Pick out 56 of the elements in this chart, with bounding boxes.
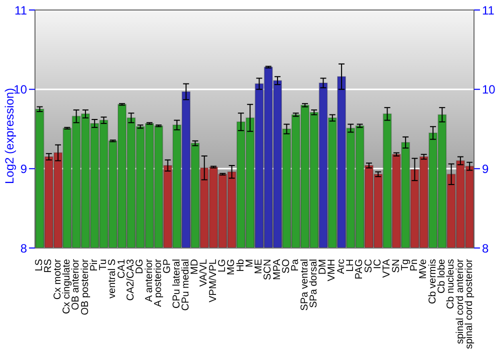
x-tick-label: SCN xyxy=(262,259,274,280)
x-tick-label: LS xyxy=(34,258,46,272)
x-tick-label: Pn xyxy=(409,259,420,272)
x-tick-label: OB posterior xyxy=(80,258,91,316)
y-tick-label: 9 xyxy=(20,162,28,176)
x-tick-label: Hb xyxy=(235,258,246,272)
x-tick-label: SC xyxy=(363,259,374,273)
x-tick-label: DM xyxy=(318,259,329,275)
x-tick-label: VTA xyxy=(382,258,393,278)
x-tick-label: Tg xyxy=(400,259,411,271)
x-tick-label: MPA xyxy=(272,258,283,280)
x-tick-label: CPu lateral xyxy=(171,259,182,308)
x-tick-label: LH xyxy=(345,259,356,272)
x-tick-label: SN xyxy=(390,259,402,273)
y-tick-label: 8 xyxy=(20,241,28,256)
x-tick-label: RS xyxy=(43,258,54,273)
x-tick-label: MG xyxy=(226,258,238,276)
x-tick-label: Cb vermis xyxy=(427,259,438,304)
y2-tick-label: 9 xyxy=(482,162,489,176)
x-tick-label: OB anterior xyxy=(70,258,82,310)
y2-tick-label: 10 xyxy=(482,82,496,97)
x-tick-label: spinal cord posterior xyxy=(464,258,475,350)
x-tick-label: CA1 xyxy=(116,258,128,278)
y-tick-label: 10 xyxy=(14,82,28,97)
x-tick-label: GP xyxy=(162,258,174,274)
x-tick-label: SPa ventral xyxy=(299,259,310,311)
x-tick-label: M xyxy=(244,259,256,268)
x-tick-label: Cb nucleus xyxy=(446,259,457,310)
y-tick-label: 11 xyxy=(14,3,28,18)
x-tick-label: VPM/VPL xyxy=(208,258,219,302)
x-tick-label: Tu xyxy=(98,259,110,270)
x-tick-label: PAG xyxy=(354,258,366,280)
x-tick-label: Pa xyxy=(290,258,302,272)
x-tick-label: A posterior xyxy=(152,258,164,307)
x-tick-label: DG xyxy=(134,258,146,274)
x-tick-label: A anterior xyxy=(144,258,155,302)
x-tick-label: LG xyxy=(216,258,228,272)
x-tick-label: VA/VL xyxy=(198,258,210,287)
x-tick-label: Cx cingulate xyxy=(62,258,73,314)
x-tick-label: Pir xyxy=(88,258,100,272)
x-tick-label: CA2/CA3 xyxy=(126,258,137,301)
x-tick-label: ventral S xyxy=(107,258,118,298)
y2-tick-label: 8 xyxy=(482,241,489,256)
y2-tick-label: 11 xyxy=(482,3,495,18)
x-tick-label: Cx motor xyxy=(52,258,64,300)
x-tick-label: VMH xyxy=(326,259,338,282)
x-tick-label: IC xyxy=(372,259,384,269)
x-tick-label: MVe xyxy=(418,258,430,280)
x-tick-label: Cb lobe xyxy=(436,258,448,294)
x-tick-label: SO xyxy=(281,258,292,274)
x-tick-label: Arc xyxy=(336,259,347,274)
x-tick-label: ME xyxy=(254,258,265,274)
y-axis-title: Log2 (expression) xyxy=(2,88,16,184)
x-tick-label: SPa dorsal xyxy=(308,259,320,308)
x-tick-label: spinal cord anterior xyxy=(454,258,466,344)
x-tick-label: CPu medial xyxy=(180,259,192,311)
